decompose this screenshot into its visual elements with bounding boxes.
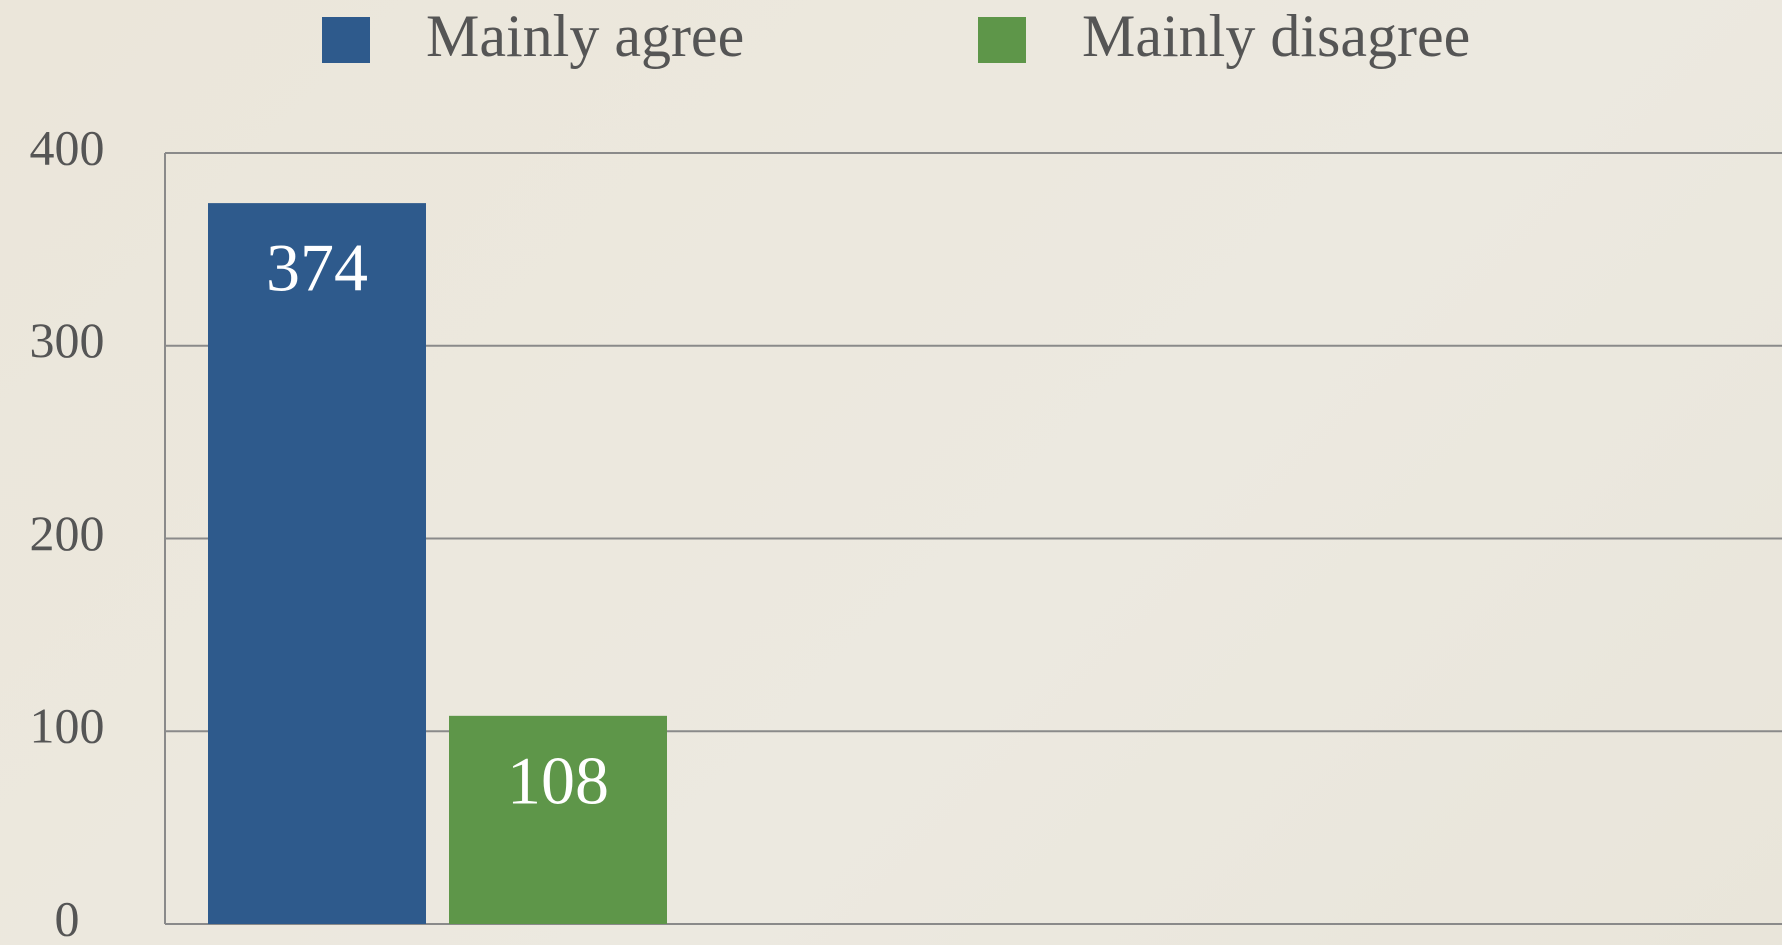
- legend-label: Mainly agree: [426, 3, 744, 69]
- legend-swatch: [322, 17, 370, 63]
- y-tick-label: 0: [55, 890, 80, 945]
- y-tick-label: 100: [30, 698, 105, 754]
- bar: [208, 203, 426, 925]
- value-label: 374: [266, 230, 368, 306]
- y-tick-label: 300: [30, 312, 105, 368]
- bar: [449, 715, 667, 924]
- legend-swatch: [978, 17, 1026, 63]
- value-label: 108: [507, 742, 609, 818]
- legend-label: Mainly disagree: [1082, 3, 1470, 69]
- y-tick-label: 400: [30, 119, 105, 175]
- y-tick-label: 200: [30, 505, 105, 561]
